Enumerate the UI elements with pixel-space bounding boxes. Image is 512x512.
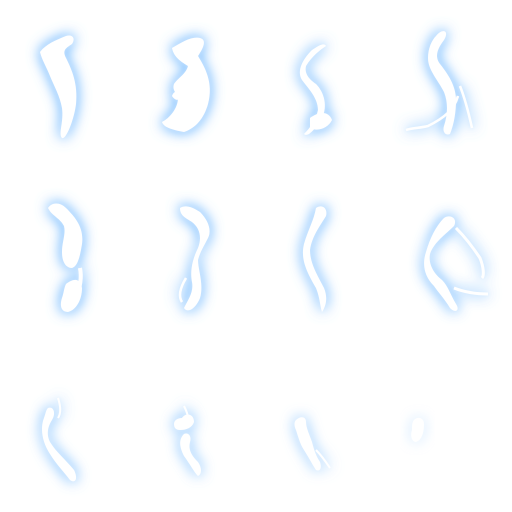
frame-9 xyxy=(0,256,128,482)
frame-8 xyxy=(384,128,512,311)
frame-11 xyxy=(256,256,384,471)
lightning-bolt-icon xyxy=(299,44,332,135)
frame-7 xyxy=(256,128,384,312)
frame-2 xyxy=(128,0,256,132)
frame-1 xyxy=(0,0,128,139)
lightning-bolt-icon xyxy=(405,31,474,135)
lightning-bolt-icon xyxy=(294,417,331,471)
lightning-bolt-icon xyxy=(302,206,327,312)
lightning-bolt-icon xyxy=(424,216,489,311)
lightning-bolt-icon xyxy=(411,417,424,442)
lightning-bolt-icon xyxy=(42,397,77,482)
frame-10 xyxy=(128,256,256,476)
frame-4 xyxy=(384,0,512,135)
lightning-bolt-icon xyxy=(48,203,83,312)
frame-5 xyxy=(0,128,128,312)
lightning-bolt-icon xyxy=(178,206,210,311)
frame-3 xyxy=(256,0,384,135)
lightning-bolt-icon xyxy=(162,37,210,132)
lightning-bolt-icon xyxy=(40,35,77,139)
frame-12 xyxy=(384,256,512,442)
frame-6 xyxy=(128,128,256,311)
lightning-bolt-icon xyxy=(174,405,201,476)
